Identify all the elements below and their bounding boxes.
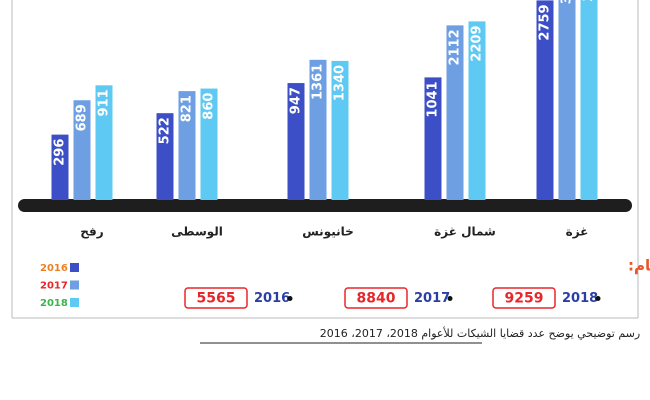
total-box [492, 287, 556, 309]
bar [156, 113, 174, 200]
bar [309, 59, 327, 200]
legend-label: 2017 [40, 281, 68, 292]
legend-swatch [70, 263, 79, 272]
x-tick-label: خانيونس [302, 225, 354, 240]
total-year: 2018 [562, 291, 598, 306]
bar-value-label: 1041 [426, 81, 441, 117]
bar [331, 60, 349, 201]
bar-value-label: 2112 [448, 29, 463, 65]
x-tick-label: الوسطى [171, 225, 223, 240]
total-value: 5565 [197, 291, 236, 307]
bar-value-label: 1361 [311, 64, 326, 100]
bar [424, 77, 442, 200]
bar [51, 134, 69, 200]
bar [536, 0, 554, 201]
bar-value-label: 689 [75, 104, 90, 131]
total-bullet [287, 296, 293, 301]
bar-value-label: 296 [53, 139, 68, 166]
bar-value-label: 821 [180, 95, 195, 122]
bar-value-label: 3939 [582, 0, 597, 2]
bar-value-label: 911 [97, 89, 112, 116]
bar-value-label: 3857 [560, 0, 575, 4]
bar-value-label: 1340 [333, 65, 348, 101]
bar-value-label: 522 [158, 117, 173, 144]
total-year: 2017 [414, 291, 450, 306]
bar [73, 100, 91, 200]
total-value: 8840 [357, 291, 396, 307]
bar [287, 83, 305, 200]
x-tick-label: رفح [80, 225, 104, 239]
legend-swatch [70, 298, 79, 307]
bar [580, 0, 598, 201]
totals-title: مجموع القضايا لكل عام: [628, 257, 650, 275]
bar-value-label: 2759 [538, 4, 553, 40]
x-tick-label: غزة [566, 225, 589, 239]
bar [446, 25, 464, 200]
bar-value-label: 860 [202, 93, 217, 120]
x-tick-label: شمال غزة [434, 225, 496, 239]
total-box [344, 287, 408, 309]
bar [178, 91, 196, 200]
total-box [184, 287, 248, 309]
total-bullet [447, 296, 453, 301]
bar-value-label: 2209 [470, 25, 485, 61]
bar [95, 85, 113, 200]
total-value: 9259 [505, 291, 544, 307]
bar [468, 21, 486, 201]
total-year: 2016 [254, 291, 290, 306]
legend-label: 2018 [40, 298, 68, 309]
baseline [18, 199, 632, 212]
legend-label: 2016 [40, 263, 68, 274]
bar [200, 88, 218, 200]
caption: رسم توضيحي يوضح عدد قضايا الشيكات للأعوا… [320, 326, 640, 340]
bar [558, 0, 576, 200]
legend-swatch [70, 280, 79, 290]
total-bullet [595, 296, 601, 301]
bar-value-label: 947 [289, 87, 304, 114]
